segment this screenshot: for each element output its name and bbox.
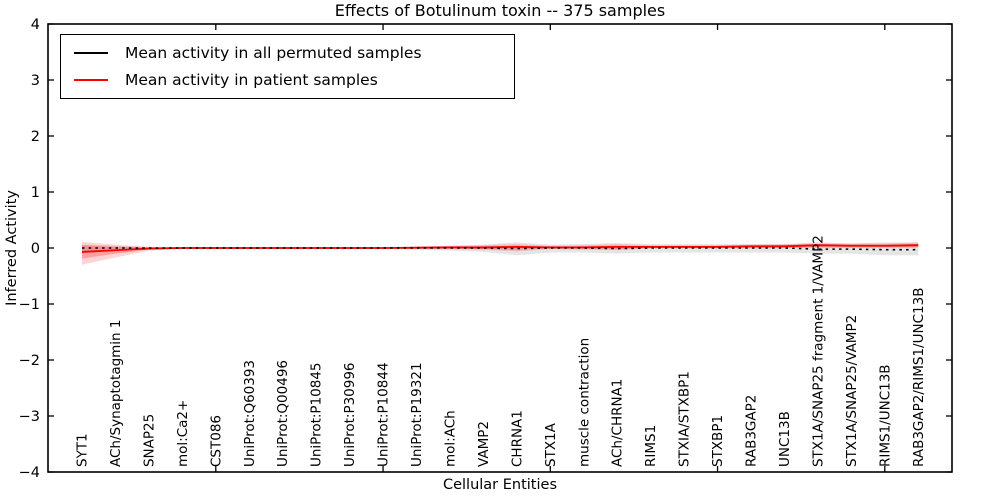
x-category-label: RAB3GAP2 <box>744 395 760 467</box>
x-category-label: VAMP2 <box>476 421 492 467</box>
x-category-label: ACh/CHRNA1 <box>610 379 626 467</box>
y-axis-label: Inferred Activity <box>4 190 20 306</box>
x-category-label: STX1A/SNAP25/VAMP2 <box>844 315 860 467</box>
y-tick-label: −3 <box>19 409 40 425</box>
y-tick-label: −4 <box>19 465 40 481</box>
y-tick-label: −2 <box>19 353 40 369</box>
x-category-label: STXBP1 <box>710 415 726 467</box>
y-tick-label: 1 <box>31 185 40 201</box>
y-tick-label: 4 <box>31 17 40 33</box>
legend-line-red <box>74 79 108 81</box>
legend-label-patient: Mean activity in patient samples <box>125 71 378 89</box>
x-category-label: mol:ACh <box>442 410 458 467</box>
x-axis-label: Cellular Entities <box>442 477 558 493</box>
permuted-band <box>82 242 919 256</box>
legend-line-black <box>74 52 108 54</box>
y-tick-label: 0 <box>31 241 40 257</box>
x-category-label: STX1A/SNAP25 fragment 1/VAMP2 <box>810 235 826 467</box>
legend-entry-patient: Mean activity in patient samples <box>74 71 514 89</box>
y-tick-label: 2 <box>31 129 40 145</box>
x-category-label: UniProt:Q00496 <box>275 360 291 467</box>
x-category-label: ACh/Synaptotagmin 1 <box>108 319 124 467</box>
legend-label-permuted: Mean activity in all permuted samples <box>125 44 422 62</box>
x-category-label: SYT1 <box>75 433 91 467</box>
x-category-label: UniProt:P19321 <box>409 362 425 467</box>
x-category-label: UniProt:Q60393 <box>242 360 258 467</box>
permuted-mean-line <box>82 247 919 251</box>
x-category-label: muscle contraction <box>576 338 592 467</box>
patient-mean-line <box>81 244 919 253</box>
x-category-label: STX1A <box>543 422 559 467</box>
y-tick-label: −1 <box>19 297 40 313</box>
legend-entry-permuted: Mean activity in all permuted samples <box>74 44 514 62</box>
x-category-label: UniProt:P10845 <box>309 362 325 467</box>
x-category-label: mol:Ca2+ <box>175 400 191 467</box>
x-category-label: RIMS1 <box>643 425 659 467</box>
x-category-label: RIMS1/UNC13B <box>877 364 893 467</box>
x-category-label: CHRNA1 <box>509 410 525 467</box>
x-category-label: STXIA/STXBP1 <box>677 371 693 467</box>
x-category-label: SNAP25 <box>141 414 157 467</box>
x-category-label: UniProt:P30996 <box>342 362 358 467</box>
chart-title: Effects of Botulinum toxin -- 375 sample… <box>334 1 666 20</box>
y-tick-label: 3 <box>31 73 40 89</box>
x-category-label: UNC13B <box>777 411 793 467</box>
x-category-label: UniProt:P10844 <box>376 362 392 467</box>
x-category-label: RAB3GAP2/RIMS1/UNC13B <box>911 288 927 467</box>
x-category-label: CST086 <box>208 415 224 467</box>
legend: Mean activity in all permuted samples Me… <box>60 34 515 99</box>
